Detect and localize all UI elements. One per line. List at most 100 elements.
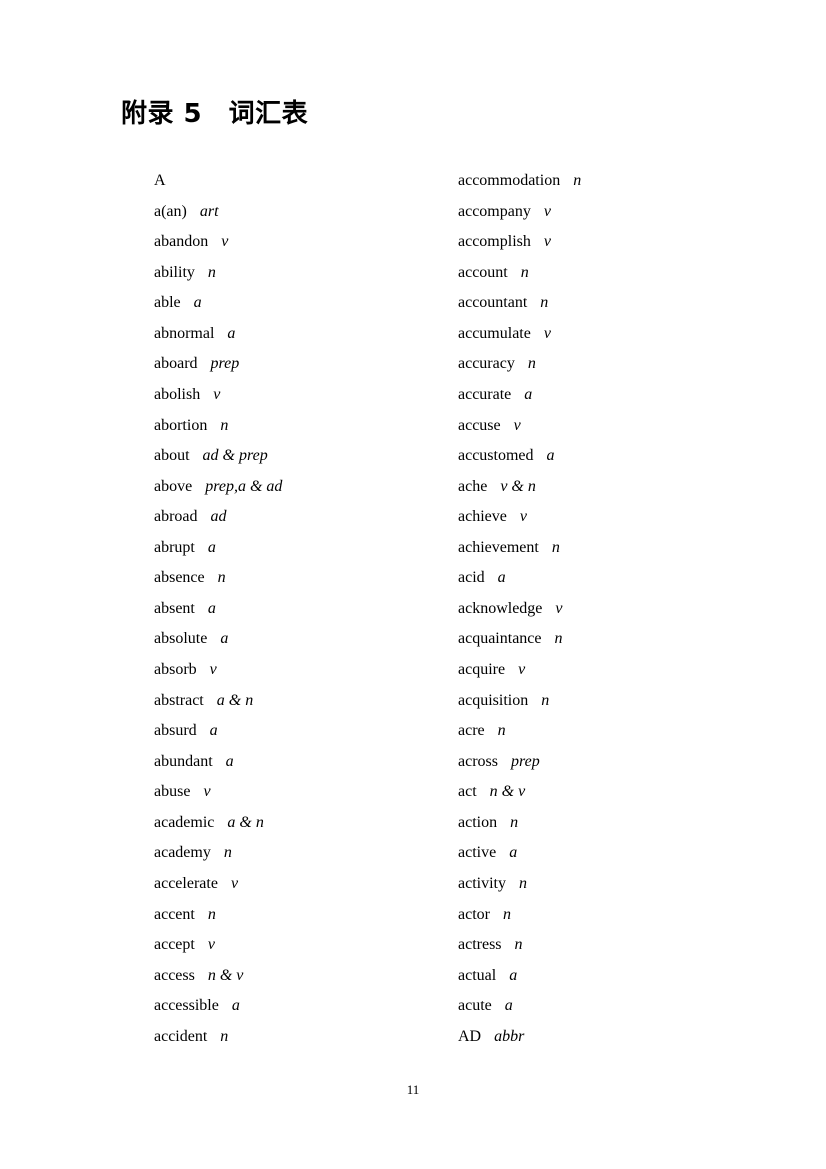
word-text: abrupt	[154, 538, 195, 556]
pos-tag: n & v	[207, 966, 244, 984]
word-text: act	[458, 783, 477, 801]
word-text: about	[154, 447, 190, 465]
word-text: absurd	[154, 722, 197, 740]
vocab-entry: academic a & n	[154, 808, 458, 839]
page-title: 附录 5 词汇表	[121, 99, 309, 129]
vocab-entry: acknowledge v	[458, 594, 794, 625]
pos-tag: n	[207, 263, 216, 281]
vocab-column: accommodation n accompany v accomplish v accou…	[458, 166, 794, 1052]
pos-tag: v	[207, 936, 215, 954]
word-text: abuse	[154, 783, 191, 801]
pos-tag: a	[524, 385, 533, 403]
pos-tag: v	[555, 599, 563, 617]
vocab-entry: accompany v	[458, 197, 794, 228]
pos-tag: v & n	[500, 477, 536, 495]
vocab-entry: accountant n	[458, 288, 794, 319]
section-letter: A	[154, 166, 458, 197]
vocab-entry: accident n	[154, 1022, 458, 1053]
pos-tag: ad & prep	[202, 447, 268, 465]
pos-tag: a	[207, 599, 216, 617]
pos-tag: a & n	[216, 691, 254, 709]
pos-tag: v	[518, 661, 526, 678]
vocab-entry: accumulate v	[458, 319, 794, 350]
vocab-entry: abundant a	[154, 747, 458, 778]
pos-tag: n	[510, 813, 519, 831]
vocab-entry: acquaintance n	[458, 624, 794, 655]
word-text: access	[154, 966, 195, 984]
pos-tag: v	[203, 783, 211, 801]
vocab-entry: accessible a	[154, 991, 458, 1022]
vocab-entry: abuse v	[154, 777, 458, 808]
pos-tag: prep	[510, 752, 540, 770]
pos-tag: art	[199, 202, 219, 220]
vocab-entry: achievement n	[458, 533, 794, 564]
word-text: able	[154, 294, 181, 312]
pos-tag: v	[543, 202, 551, 220]
page-number: 11	[406, 1082, 420, 1097]
word-text: acquire	[458, 661, 506, 678]
word-text: acid	[458, 569, 485, 587]
word-text: accustomed	[458, 447, 534, 465]
word-text: abnormal	[154, 324, 215, 342]
vocab-entry: academy n	[154, 838, 458, 869]
word-text: academic	[154, 813, 215, 831]
word-text: achievement	[458, 538, 539, 556]
pos-tag: n	[554, 630, 563, 648]
word-text: acquaintance	[458, 630, 542, 648]
pos-tag: v	[543, 233, 551, 251]
word-text: accessible	[154, 997, 219, 1015]
pos-tag: v	[230, 874, 239, 892]
vocab-entry: accomplish v	[458, 227, 794, 258]
vocab-entry: actor n	[458, 900, 794, 931]
vocab-entry: acute a	[458, 991, 794, 1022]
word-text: acre	[458, 722, 485, 740]
pos-tag: a	[227, 324, 236, 342]
vocab-entry: accuracy n	[458, 349, 794, 380]
vocab-entry: absent a	[154, 594, 458, 625]
pos-tag: n	[551, 538, 560, 556]
word-text: accent	[154, 905, 195, 923]
word-text: accelerate	[154, 874, 218, 892]
word-text: AD	[458, 1027, 482, 1045]
vocab-entry: about ad & prep	[154, 441, 458, 472]
word-text: ache	[458, 477, 488, 495]
pos-tag: n	[541, 691, 550, 709]
pos-tag: n	[540, 294, 549, 312]
vocab-entry: absence n	[154, 563, 458, 594]
word-text: accompany	[458, 202, 531, 220]
word-text: aboard	[154, 355, 198, 373]
vocab-entry: accurate a	[458, 380, 794, 411]
vocab-entry: accommodation n	[458, 166, 794, 197]
pos-tag: v	[513, 416, 521, 434]
vocab-entry: actual a	[458, 961, 794, 992]
word-text: accurate	[458, 385, 512, 403]
vocab-entry: achieve v	[458, 502, 794, 533]
word-text: account	[458, 263, 508, 281]
word-text: A	[154, 172, 166, 189]
vocab-entry: actress n	[458, 930, 794, 961]
pos-tag: a	[193, 294, 202, 312]
word-text: absent	[154, 599, 195, 617]
vocab-entry: abandon v	[154, 227, 458, 258]
word-text: acquisition	[458, 691, 529, 709]
vocab-entry: accept v	[154, 930, 458, 961]
pos-tag: n	[514, 936, 523, 954]
vocab-entry: acquisition n	[458, 686, 794, 717]
vocab-entry: ache v & n	[458, 472, 794, 503]
vocab-entry: acre n	[458, 716, 794, 747]
word-text: accident	[154, 1027, 208, 1045]
pos-tag: abbr	[494, 1027, 525, 1045]
vocab-entry: active a	[458, 838, 794, 869]
word-text: accept	[154, 936, 195, 954]
vocab-entry: accelerate v	[154, 869, 458, 900]
pos-tag: n	[518, 874, 527, 892]
word-text: abandon	[154, 233, 209, 251]
pos-tag: n	[217, 569, 226, 587]
pos-tag: n	[527, 355, 536, 373]
vocab-entry: account n	[458, 258, 794, 289]
vocab-entry: acid a	[458, 563, 794, 594]
pos-tag: n	[502, 905, 511, 923]
word-text: abstract	[154, 691, 204, 709]
vocab-entry: abortion n	[154, 411, 458, 442]
